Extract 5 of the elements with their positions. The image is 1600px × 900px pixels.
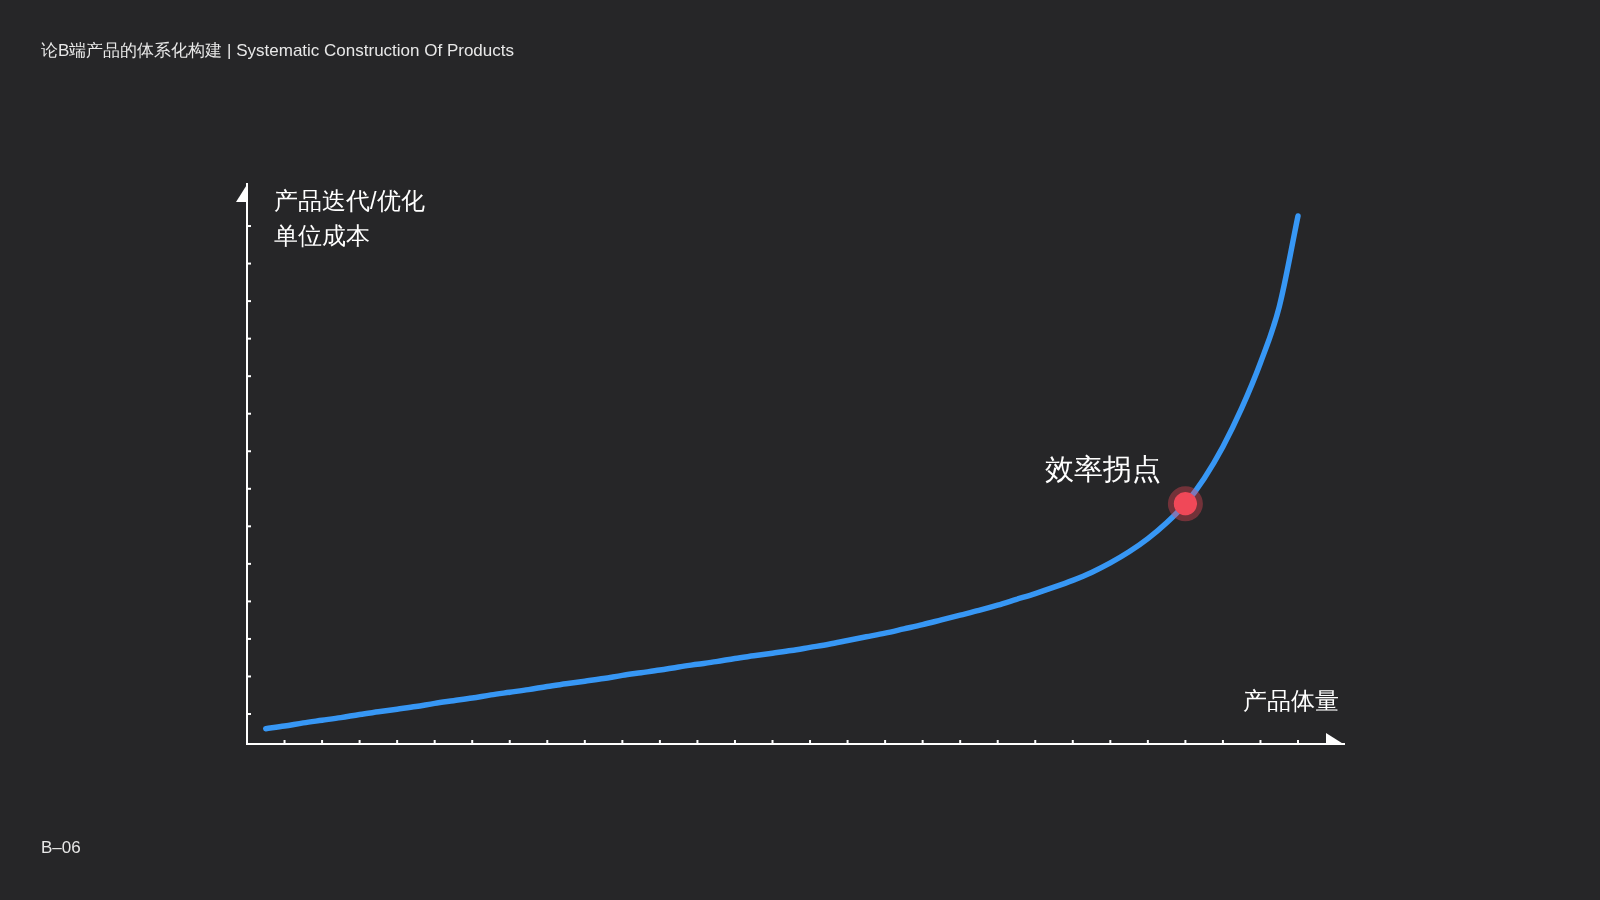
x-axis-title: 产品体量 xyxy=(1243,688,1339,714)
series-label: 效率拐点 xyxy=(1045,452,1162,485)
y-axis-title: 产品迭代/优化单位成本 xyxy=(274,187,426,251)
chart-title: 论B端产品的体系化构建 | Systematic Construction Of Products xyxy=(41,41,514,61)
text: B–06 xyxy=(41,838,81,858)
